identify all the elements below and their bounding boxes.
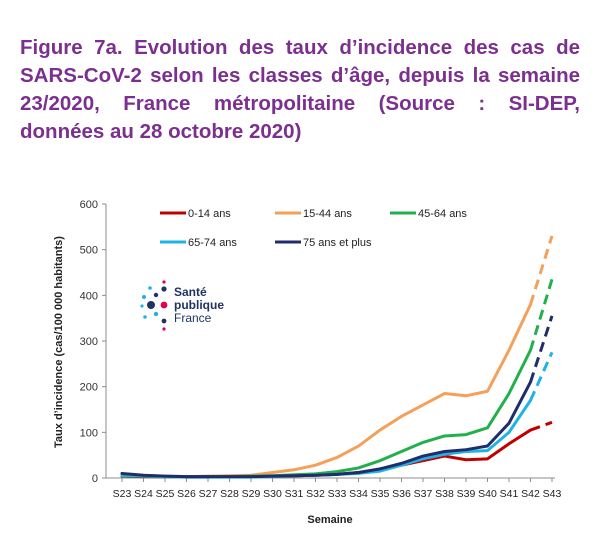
x-tick-label: S26: [177, 488, 196, 500]
x-tick-label: S41: [500, 488, 519, 500]
x-axis-label: Semaine: [307, 514, 352, 526]
x-tick-label: S34: [349, 488, 368, 500]
legend-label: 65-74 ans: [188, 237, 237, 249]
series-line-45-64-ans: [120, 348, 532, 479]
x-tick-label: S35: [371, 488, 390, 500]
series-projection-75-ans-et-plus: [529, 315, 554, 383]
figure-title: Figure 7a. Evolution des taux d’incidenc…: [20, 36, 580, 143]
logo-dots-icon: [140, 280, 168, 331]
series-projection-15-44-ans: [529, 235, 554, 305]
x-tick-label: S31: [285, 488, 304, 500]
y-axis-label: Taux d’incidence (cas/100 000 habitants): [53, 236, 65, 448]
x-tick-label: S24: [134, 488, 153, 500]
logo-line-3: France: [174, 311, 212, 325]
y-tick-label: 600: [80, 199, 98, 211]
x-tick-label: S29: [242, 488, 261, 500]
legend-label: 15-44 ans: [303, 208, 352, 220]
x-tick-label: S38: [435, 488, 454, 500]
x-tick-label: S39: [457, 488, 476, 500]
x-tick-label: S23: [113, 488, 132, 500]
axes: 0 100 200 300 400 500 600 S23 S24 S25 S26 S27 S28 S29…: [80, 199, 562, 500]
legend-label: 0-14 ans: [188, 208, 231, 220]
series-layer: [120, 235, 554, 479]
logo-line-1: Santé: [174, 285, 207, 299]
x-tick-label: S28: [220, 488, 239, 500]
series-projection-0-14-ans: [529, 420, 553, 432]
x-tick-label: S43: [543, 488, 562, 500]
sante-publique-france-logo: Santé publique France: [138, 280, 238, 336]
series-projection-65-74-ans: [529, 351, 554, 401]
series-line-65-74-ans: [120, 398, 532, 479]
y-tick-label: 300: [80, 336, 98, 348]
legend-label: 75 ans et plus: [303, 237, 372, 249]
series-line-75-ans-et-plus: [120, 380, 532, 479]
y-tick-label: 100: [80, 427, 98, 439]
x-tick-label: S33: [328, 488, 347, 500]
x-tick-label: S42: [521, 488, 540, 500]
x-tick-label: S37: [414, 488, 433, 500]
x-tick-label: S40: [478, 488, 497, 500]
y-tick-label: 500: [80, 245, 98, 257]
y-tick-label: 400: [80, 290, 98, 302]
x-tick-label: S27: [199, 488, 218, 500]
legend: 0-14 ans 15-44 ans 45-64 ans 65-74 ans 75 an…: [160, 208, 467, 249]
x-tick-label: S30: [263, 488, 282, 500]
x-tick-label: S32: [306, 488, 325, 500]
x-tick-label: S25: [156, 488, 175, 500]
y-tick-label: 200: [80, 382, 98, 394]
series-line-0-14-ans: [120, 428, 532, 479]
logo-line-2: publique: [174, 298, 224, 312]
y-tick-label: 0: [92, 473, 98, 485]
logo-text: Santé publique France: [174, 286, 224, 325]
legend-label: 45-64 ans: [418, 208, 467, 220]
x-tick-label: S36: [392, 488, 411, 500]
series-projection-45-64-ans: [529, 278, 554, 351]
